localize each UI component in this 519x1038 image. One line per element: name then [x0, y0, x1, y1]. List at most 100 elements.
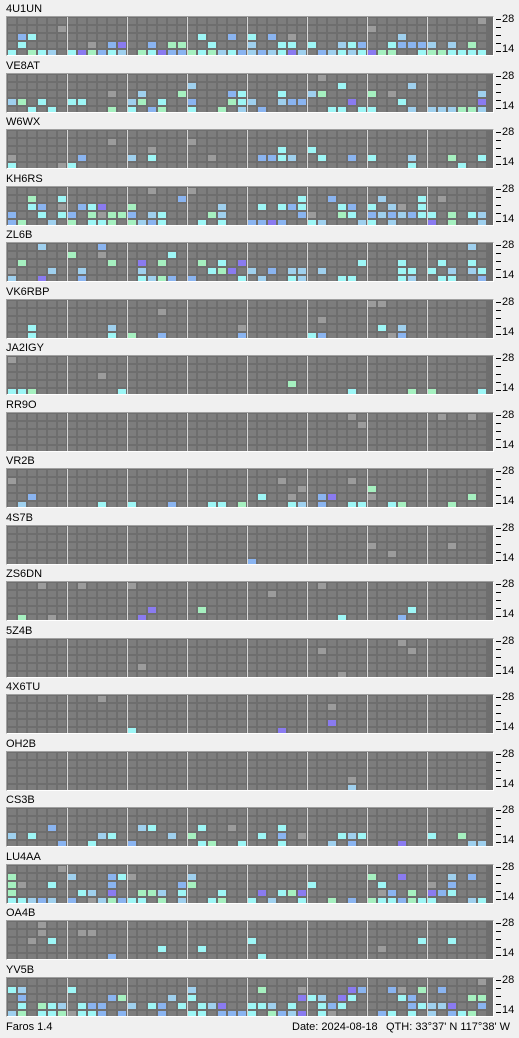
grid-cell [218, 535, 226, 541]
grid-cell [408, 777, 416, 783]
grid-cell [348, 712, 356, 718]
grid-cell [268, 728, 276, 733]
grid-cell [408, 817, 416, 823]
grid-cell [268, 147, 276, 153]
grid-cell [378, 91, 386, 97]
grid-cell [378, 422, 386, 428]
grid-cell [158, 83, 166, 89]
grid-cell [278, 317, 286, 323]
grid-cell [378, 470, 386, 476]
grid-cell [78, 107, 86, 112]
grid-cell [128, 494, 136, 500]
grid-cell [328, 75, 336, 81]
grid-cell [128, 83, 136, 89]
grid-cell [138, 155, 146, 161]
grid-cell [28, 75, 36, 81]
grid-cell [338, 309, 346, 315]
grid-cell [408, 728, 416, 733]
grid-cell [468, 422, 476, 428]
grid-cell [338, 954, 346, 959]
grid-cell [428, 301, 436, 307]
grid-cell [78, 559, 86, 564]
grid-cell [108, 268, 116, 274]
grid-cell [228, 163, 236, 168]
grid-cell [338, 252, 346, 258]
scale-tick [496, 382, 501, 383]
grid-cell [448, 204, 456, 210]
grid-cell [478, 333, 486, 338]
grid-cell [248, 777, 256, 783]
grid-cell [268, 26, 276, 32]
grid-cell [128, 309, 136, 315]
grid-cell [58, 163, 66, 168]
grid-cell [208, 761, 216, 767]
grid-cell [118, 478, 126, 484]
grid-cell [288, 753, 296, 759]
grid-cell [338, 720, 346, 726]
grid-cell [378, 268, 386, 274]
grid-cell [228, 502, 236, 507]
grid-cell [8, 559, 16, 564]
grid-cell [158, 535, 166, 541]
grid-cell [338, 42, 346, 48]
grid-cell [128, 930, 136, 936]
grid-cell [128, 696, 136, 702]
grid-cell [178, 163, 186, 168]
grid-cell [88, 946, 96, 952]
grid-cell [48, 91, 56, 97]
station-callsign: 4S7B [6, 512, 33, 524]
grid-cell [78, 753, 86, 759]
grid-cell [328, 882, 336, 888]
grid-cell [88, 648, 96, 654]
grid-cell [408, 50, 416, 55]
grid-cell [158, 841, 166, 846]
station-panel: RR9O 28 14 [0, 398, 519, 454]
grid-cell [478, 922, 486, 928]
grid-cell [298, 898, 306, 903]
grid-cell [218, 333, 226, 338]
grid-cell [48, 252, 56, 258]
scale-label-top: 28 [502, 409, 515, 421]
grid-cell [138, 777, 146, 783]
grid-cell [148, 42, 156, 48]
grid-cell [238, 18, 246, 24]
grid-cell [368, 922, 376, 928]
grid-cell [148, 357, 156, 363]
grid-cell [118, 543, 126, 549]
grid-cell [48, 946, 56, 952]
grid-cell [138, 551, 146, 557]
grid-cell [168, 139, 176, 145]
grid-cell [8, 486, 16, 492]
grid-cell [48, 543, 56, 549]
grid-cell [428, 325, 436, 331]
grid-cell [128, 107, 136, 112]
grid-cell [268, 139, 276, 145]
grid-cell [408, 196, 416, 202]
grid-cell [38, 414, 46, 420]
grid-cell [188, 438, 196, 444]
grid-cell [118, 414, 126, 420]
grid-cell [58, 34, 66, 40]
grid-cell [58, 954, 66, 959]
grid-cell [478, 131, 486, 137]
scale-tick [496, 76, 501, 77]
grid-cell [178, 196, 186, 202]
grid-cell [338, 946, 346, 952]
grid-cell [8, 728, 16, 733]
grid-cell [178, 922, 186, 928]
grid-cell [128, 381, 136, 387]
grid-cell [78, 244, 86, 250]
grid-cell [288, 438, 296, 444]
grid-cell [98, 769, 106, 775]
grid-cell [418, 1003, 426, 1009]
grid-cell [328, 131, 336, 137]
grid-cell [178, 761, 186, 767]
grid-cell [38, 825, 46, 831]
scale-tick [496, 754, 501, 755]
grid-cell [268, 333, 276, 338]
grid-cell [448, 309, 456, 315]
grid-cell [218, 753, 226, 759]
grid-cell [248, 696, 256, 702]
grid-cell [8, 938, 16, 944]
grid-cell [98, 987, 106, 993]
